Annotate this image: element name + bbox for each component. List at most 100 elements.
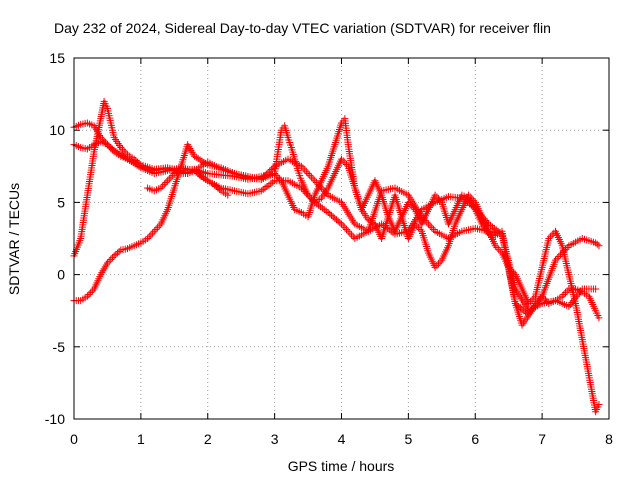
- data-point-fill: [470, 197, 478, 205]
- y-tick-label: 10: [49, 122, 65, 138]
- data-point-fill: [272, 171, 280, 179]
- data-point: [511, 299, 519, 307]
- data-point-fill: [429, 225, 437, 233]
- data-point-fill: [267, 166, 275, 174]
- data-point-fill: [100, 137, 108, 145]
- x-tick-label: 3: [271, 431, 279, 447]
- data-point-fill: [304, 191, 312, 199]
- data-point-fill: [145, 233, 153, 241]
- data-point-fill: [566, 300, 574, 308]
- data-point-fill: [482, 217, 490, 225]
- data-point: [418, 213, 426, 221]
- data-point: [103, 141, 111, 149]
- data-point-fill: [107, 255, 115, 263]
- data-point: [545, 235, 553, 242]
- data-point-fill: [326, 210, 334, 218]
- data-point-fill: [88, 287, 96, 295]
- data-point-fill: [160, 180, 168, 188]
- data-point-fill: [343, 160, 351, 168]
- data-point: [297, 162, 305, 170]
- data-point-fill: [414, 224, 422, 232]
- data-point-fill: [421, 216, 429, 224]
- data-point: [338, 220, 345, 228]
- data-point-fill: [312, 179, 320, 187]
- data-point-fill: [557, 251, 565, 259]
- data-point-fill: [341, 224, 349, 232]
- data-point-fill: [155, 222, 163, 230]
- data-point-fill: [259, 174, 267, 182]
- data-point-fill: [339, 157, 347, 165]
- data-point-fill: [149, 229, 157, 237]
- data-point-fill: [332, 216, 340, 224]
- data-point-fill: [309, 175, 317, 183]
- data-point: [224, 191, 232, 199]
- y-tick-label: -10: [45, 411, 65, 427]
- data-point-fill: [436, 258, 444, 266]
- data-point-fill: [495, 245, 503, 253]
- data-point: [297, 184, 305, 192]
- data-point-fill: [98, 135, 106, 143]
- data-point: [164, 177, 172, 185]
- data-point: [311, 177, 319, 185]
- data-point-fill: [513, 301, 521, 309]
- data-point-fill: [474, 208, 482, 216]
- data-point: [592, 285, 600, 293]
- data-point-fill: [416, 225, 424, 233]
- data-point-fill: [108, 254, 116, 262]
- data-point: [210, 181, 218, 189]
- data-point-fill: [301, 188, 309, 196]
- data-point-fill: [563, 287, 571, 295]
- data-point-fill: [192, 168, 200, 176]
- data-point-fill: [419, 215, 427, 223]
- data-point: [595, 242, 603, 250]
- x-tick-label: 5: [404, 431, 412, 447]
- data-point: [431, 263, 439, 271]
- data-point: [558, 292, 566, 300]
- data-point-fill: [118, 145, 126, 153]
- data-point-fill: [269, 164, 277, 172]
- data-point-fill: [515, 302, 523, 310]
- data-point-fill: [563, 244, 571, 252]
- data-point-fill: [473, 206, 481, 214]
- data-point: [338, 155, 345, 163]
- data-point-fill: [558, 249, 566, 257]
- data-point-fill: [428, 224, 436, 232]
- data-point: [190, 167, 198, 175]
- data-point: [465, 191, 473, 199]
- data-point-fill: [518, 305, 526, 313]
- data-point: [324, 209, 332, 217]
- data-point-fill: [194, 170, 202, 178]
- data-point-fill: [274, 173, 282, 181]
- data-point-fill: [483, 218, 491, 226]
- data-point-fill: [593, 240, 601, 248]
- data-point: [97, 133, 105, 141]
- y-tick-labels: -10 -5 0 5 10 15: [45, 50, 65, 427]
- data-point-fill: [215, 185, 223, 193]
- data-point-fill: [214, 184, 222, 192]
- data-point-fill: [341, 159, 349, 167]
- data-point-fill: [346, 229, 354, 237]
- data-point-fill: [306, 171, 314, 179]
- y-tick-label: 5: [57, 194, 65, 210]
- data-point-fill: [555, 253, 563, 261]
- data-point-fill: [560, 247, 568, 255]
- data-point-fill: [105, 142, 113, 150]
- data-point-fill: [546, 233, 554, 241]
- data-point: [117, 144, 125, 152]
- data-point-fill: [302, 189, 310, 197]
- y-tick-label: 15: [49, 50, 65, 66]
- data-point-fill: [562, 245, 570, 253]
- x-axis-label: GPS time / hours: [288, 458, 395, 474]
- data-point: [150, 227, 158, 235]
- data-point-fill: [321, 188, 329, 196]
- data-point-fill: [261, 172, 269, 180]
- data-point-fill: [154, 224, 162, 232]
- data-point-fill: [314, 180, 322, 188]
- data-point-fill: [147, 231, 155, 239]
- data-point-fill: [493, 244, 501, 252]
- data-point: [257, 175, 265, 183]
- y-tick-label: 0: [57, 267, 65, 283]
- data-point-fill: [322, 189, 330, 197]
- data-point-fill: [107, 144, 115, 152]
- data-point-fill: [169, 171, 177, 179]
